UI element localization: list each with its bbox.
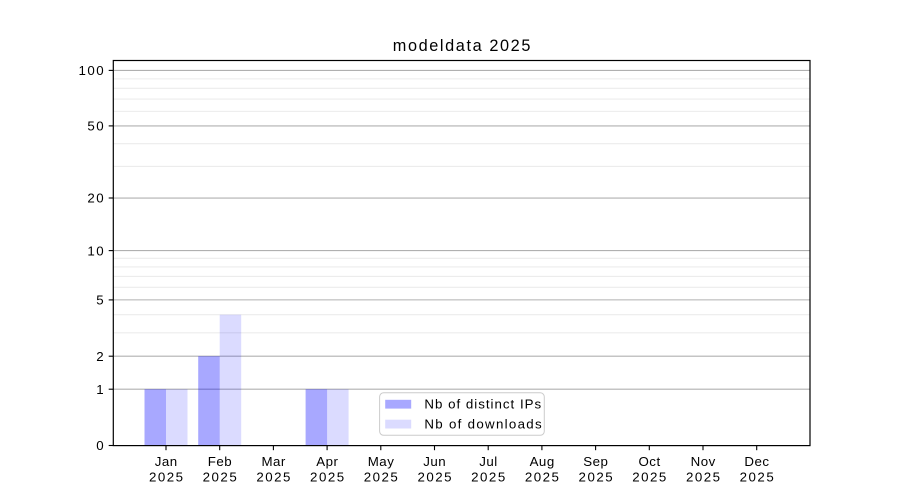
svg-text:1: 1 bbox=[96, 382, 105, 397]
svg-text:2025: 2025 bbox=[149, 469, 185, 484]
svg-text:2025: 2025 bbox=[364, 469, 400, 484]
svg-text:2: 2 bbox=[96, 349, 105, 364]
svg-text:Jun: Jun bbox=[423, 454, 446, 469]
svg-text:Aug: Aug bbox=[530, 454, 555, 469]
svg-text:Nb of distinct IPs: Nb of distinct IPs bbox=[424, 397, 542, 412]
svg-text:5: 5 bbox=[96, 293, 105, 308]
svg-text:2025: 2025 bbox=[203, 469, 239, 484]
svg-text:Nb of downloads: Nb of downloads bbox=[424, 417, 543, 432]
svg-text:modeldata 2025: modeldata 2025 bbox=[393, 37, 532, 55]
svg-text:100: 100 bbox=[79, 63, 106, 78]
svg-text:Jan: Jan bbox=[155, 454, 178, 469]
svg-text:Mar: Mar bbox=[261, 454, 285, 469]
svg-text:May: May bbox=[368, 454, 395, 469]
svg-text:Nov: Nov bbox=[691, 454, 716, 469]
svg-text:Jul: Jul bbox=[479, 454, 498, 469]
svg-text:10: 10 bbox=[87, 243, 105, 258]
svg-text:2025: 2025 bbox=[417, 469, 453, 484]
svg-text:Sep: Sep bbox=[583, 454, 608, 469]
svg-text:0: 0 bbox=[96, 438, 105, 453]
svg-text:2025: 2025 bbox=[632, 469, 668, 484]
svg-text:2025: 2025 bbox=[525, 469, 561, 484]
svg-text:20: 20 bbox=[87, 191, 105, 206]
svg-text:Apr: Apr bbox=[316, 454, 338, 469]
svg-text:2025: 2025 bbox=[471, 469, 507, 484]
svg-text:2025: 2025 bbox=[310, 469, 346, 484]
svg-text:Feb: Feb bbox=[208, 454, 232, 469]
svg-text:2025: 2025 bbox=[686, 469, 722, 484]
svg-text:2025: 2025 bbox=[579, 469, 615, 484]
svg-text:2025: 2025 bbox=[740, 469, 776, 484]
svg-text:Dec: Dec bbox=[744, 454, 769, 469]
svg-text:Oct: Oct bbox=[638, 454, 660, 469]
svg-text:50: 50 bbox=[87, 119, 105, 134]
svg-text:2025: 2025 bbox=[256, 469, 292, 484]
